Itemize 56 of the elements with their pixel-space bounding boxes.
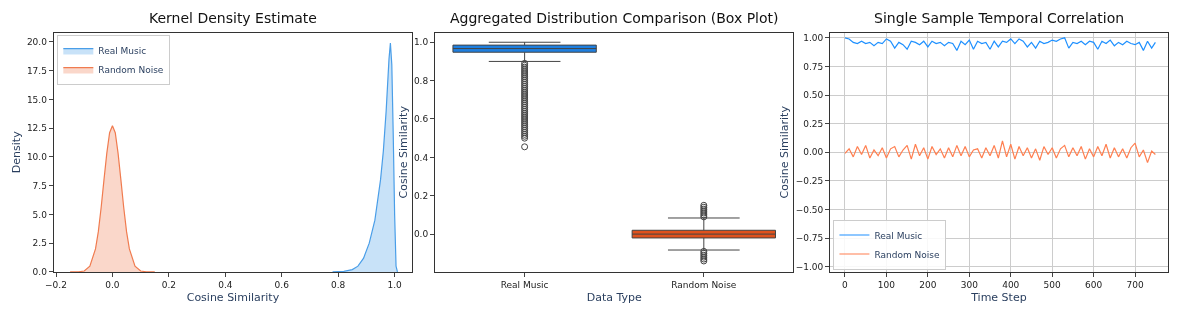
- chart-title: Single Sample Temporal Correlation: [874, 10, 1125, 26]
- x-axis-title: Data Type: [586, 290, 642, 304]
- chart-title: Kernel Density Estimate: [149, 10, 317, 26]
- y-tick-label: −1.00: [795, 261, 824, 272]
- y-tick-label: 5.0: [32, 209, 48, 220]
- x-tick-label: 500: [1043, 279, 1062, 290]
- x-tick-label: 300: [960, 279, 979, 290]
- x-tick-label: 400: [1002, 279, 1020, 290]
- y-axis-title: Density: [9, 130, 23, 174]
- y-tick-label: 10.0: [26, 152, 48, 163]
- y-tick-label: −0.50: [795, 204, 824, 215]
- x-tick-label: Real Music: [500, 279, 549, 290]
- x-tick-label: 0.0: [105, 279, 120, 290]
- y-tick-label: 0.75: [803, 61, 824, 72]
- x-tick-label: 0.4: [218, 279, 233, 290]
- y-tick-label: 0.4: [413, 152, 429, 163]
- x-tick-label: 0.2: [161, 279, 177, 290]
- x-axis-title: Cosine Similarity: [186, 290, 280, 304]
- x-tick-label: 200: [919, 279, 937, 290]
- x-tick-label: −0.2: [45, 279, 67, 290]
- y-tick-label: 20.0: [26, 37, 48, 47]
- line-series: [844, 37, 1156, 51]
- y-tick-label: 17.5: [26, 65, 47, 76]
- x-tick-label: 600: [1085, 279, 1103, 290]
- y-tick-label: 15.0: [26, 94, 48, 105]
- y-tick-label: 7.5: [32, 180, 47, 191]
- x-tick-label: 0.6: [274, 279, 290, 290]
- chart-title: Aggregated Distribution Comparison (Box Plot): [450, 10, 779, 26]
- legend-label: Random Noise: [98, 65, 164, 76]
- y-tick-label: 0.0: [32, 267, 48, 278]
- x-tick-label: 100: [877, 279, 896, 290]
- y-tick-label: 1.00: [803, 32, 824, 43]
- x-tick-label: 0.8: [331, 279, 346, 290]
- legend-label: Real Music: [98, 46, 147, 57]
- x-axis-title: Time Step: [970, 290, 1027, 304]
- y-tick-label: 0.50: [803, 90, 824, 101]
- x-tick-label: Random Noise: [671, 279, 737, 290]
- y-tick-label: −0.75: [795, 233, 824, 244]
- x-tick-label: 1.0: [387, 279, 403, 290]
- y-tick-label: 2.5: [32, 238, 47, 249]
- y-tick-label: 0.2: [413, 190, 429, 201]
- line-series: [844, 140, 1156, 164]
- y-tick-label: 0.6: [413, 114, 429, 125]
- y-axis-title: Cosine Similarity: [396, 105, 410, 199]
- y-axis-title: Cosine Similarity: [778, 105, 792, 199]
- y-tick-label: 0.8: [413, 75, 429, 86]
- x-tick-label: 700: [1126, 279, 1144, 290]
- y-tick-label: 0.00: [803, 147, 824, 158]
- y-tick-label: 1.0: [413, 37, 429, 48]
- legend-label: Random Noise: [874, 249, 940, 260]
- legend-label: Real Music: [874, 230, 923, 241]
- x-tick-label: 0: [842, 279, 849, 290]
- y-tick-label: 12.5: [26, 123, 47, 134]
- y-tick-label: −0.25: [795, 176, 824, 187]
- y-tick-label: 0.0: [413, 229, 429, 240]
- y-tick-label: 0.25: [803, 118, 824, 129]
